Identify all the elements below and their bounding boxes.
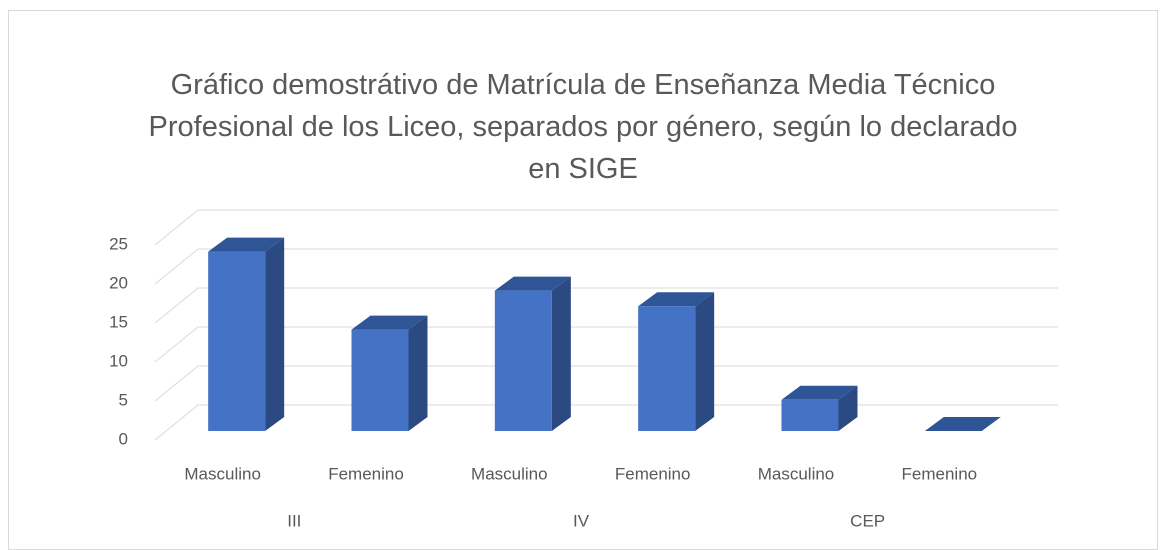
bar-side bbox=[695, 292, 715, 431]
y-tick-label: 20 bbox=[109, 273, 128, 292]
bar-side bbox=[265, 237, 285, 431]
bar-front bbox=[494, 290, 552, 431]
grid-line bbox=[154, 326, 1058, 363]
bar-top bbox=[781, 385, 858, 400]
bar-top bbox=[351, 315, 428, 330]
group-label: CEP bbox=[850, 511, 885, 530]
x-tick-label: Masculino bbox=[758, 464, 835, 483]
grid-line bbox=[154, 365, 1058, 402]
bar-front bbox=[781, 399, 839, 431]
bar bbox=[494, 276, 571, 431]
bar-side bbox=[838, 385, 858, 431]
bar-top bbox=[494, 276, 571, 291]
grid-line bbox=[154, 248, 1058, 285]
bar bbox=[781, 385, 858, 431]
group-label: IV bbox=[573, 511, 590, 530]
y-tick-label: 10 bbox=[109, 351, 128, 370]
bar-front bbox=[638, 306, 696, 431]
x-tick-label: Femenino bbox=[615, 464, 691, 483]
bar-top bbox=[638, 292, 715, 307]
y-tick-label: 5 bbox=[119, 390, 128, 409]
y-tick-label: 0 bbox=[119, 429, 128, 448]
bar bbox=[638, 292, 715, 431]
bar bbox=[351, 315, 428, 431]
grid-line bbox=[154, 209, 1058, 246]
x-tick-label: Femenino bbox=[328, 464, 404, 483]
bar-side bbox=[551, 276, 571, 431]
x-tick-label: Masculino bbox=[184, 464, 261, 483]
group-label: III bbox=[287, 511, 301, 530]
x-tick-label: Masculino bbox=[471, 464, 548, 483]
bar bbox=[924, 417, 1001, 431]
y-tick-label: 25 bbox=[109, 234, 128, 253]
bar-front bbox=[351, 329, 409, 431]
bar-front bbox=[208, 251, 266, 431]
bar-top bbox=[208, 237, 285, 252]
grid-line bbox=[154, 404, 1058, 441]
y-tick-label: 15 bbox=[109, 312, 128, 331]
bar-top bbox=[924, 417, 1001, 431]
x-tick-label: Femenino bbox=[902, 464, 978, 483]
bar-side bbox=[408, 315, 428, 431]
chart-title: Gráfico demostrátivo de Matrícula de Ens… bbox=[148, 69, 1018, 185]
bar bbox=[208, 237, 285, 431]
grid-line bbox=[154, 287, 1058, 324]
